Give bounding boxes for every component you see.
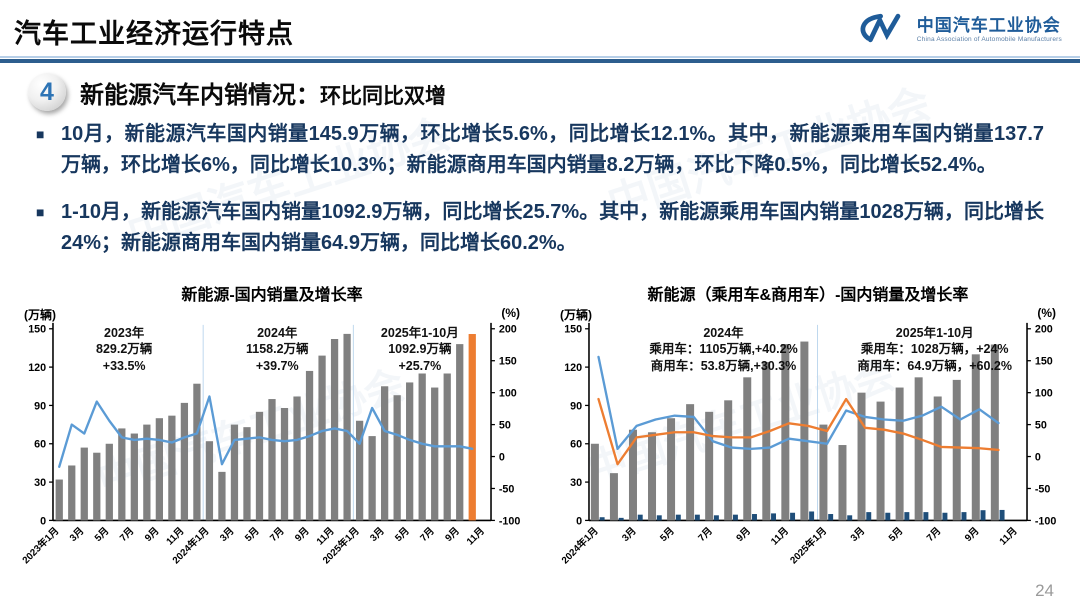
bullet-list: ■ 10月，新能源汽车国内销量145.9万辆，环比增长5.6%，同比增长12.1%… [0, 113, 1080, 259]
svg-text:5月: 5月 [393, 525, 412, 544]
svg-text:90: 90 [34, 400, 46, 412]
svg-text:100: 100 [1035, 388, 1053, 400]
bullet-text: 1-10月，新能源汽车国内销量1092.9万辆，同比增长25.7%。其中，新能源… [61, 201, 1044, 254]
caam-logo-mark-icon [857, 10, 909, 51]
chart-annotation: 2024年 乘用车：1105万辆,+40.2% 商用车：53.8万辆,+30.3% [649, 326, 798, 373]
chart-canvas: 0 30 60 90 120 150 -100 -50 0 50 100 150 200 2024年1月 3… [558, 322, 1057, 566]
svg-text:120: 120 [564, 362, 582, 374]
bullet-square-icon: ■ [36, 204, 45, 220]
left-axis-unit-label: (万辆) [560, 308, 592, 322]
svg-text:3月: 3月 [217, 525, 236, 544]
svg-text:11月: 11月 [314, 525, 337, 548]
svg-text:150: 150 [564, 324, 582, 336]
chart-title: 新能源-国内销量及增长率 [181, 287, 363, 304]
svg-text:5月: 5月 [658, 525, 677, 544]
section-subtitle: 环比同比双增 [320, 84, 446, 108]
svg-text:7月: 7月 [696, 525, 715, 544]
svg-text:5月: 5月 [886, 525, 905, 544]
svg-text:3月: 3月 [848, 525, 867, 544]
caam-logo-text: 中国汽车工业协会 China Association of Automobile… [917, 17, 1062, 44]
header-divider-dark [0, 59, 1080, 63]
svg-text:9月: 9月 [443, 525, 462, 544]
svg-text:-100: -100 [499, 515, 521, 527]
svg-text:200: 200 [1035, 324, 1053, 336]
svg-text:2025年1月: 2025年1月 [787, 524, 829, 566]
svg-text:0: 0 [1035, 451, 1041, 463]
svg-text:120: 120 [28, 362, 46, 374]
svg-text:11月: 11月 [768, 525, 791, 548]
svg-text:-100: -100 [1035, 515, 1057, 527]
svg-text:-50: -50 [499, 483, 515, 495]
chart-canvas-wrap: (万辆) (%) 0 30 60 90 120 150 -100 -50 0 50 100 150 20… [544, 306, 1072, 575]
svg-text:200: 200 [499, 324, 517, 336]
left-axis-unit-label: (万辆) [24, 308, 56, 322]
svg-text:30: 30 [570, 477, 582, 489]
svg-text:60: 60 [570, 439, 582, 451]
section-title: 新能源汽车内销情况： [80, 81, 320, 109]
chart-canvas: 0 30 60 90 120 150 -100 -50 0 50 100 150 200 2023年1月 3… [19, 322, 521, 566]
page-title: 汽车工业经济运行特点 [14, 19, 294, 49]
page-number: 24 [1035, 581, 1054, 600]
svg-text:-50: -50 [1035, 483, 1051, 495]
svg-text:0: 0 [576, 515, 582, 527]
chart-title: 新能源（乘用车&商用车）-国内销量及增长率 [647, 287, 969, 304]
svg-text:150: 150 [28, 324, 46, 336]
svg-text:100: 100 [499, 388, 517, 400]
bullet-item: ■ 10月，新能源汽车国内销量145.9万辆，环比增长5.6%，同比增长12.1%… [34, 119, 1044, 181]
chart-annotation: 2023年 829.2万辆 +33.5% [96, 326, 153, 373]
svg-text:9月: 9月 [292, 525, 311, 544]
right-axis-unit-label: (%) [501, 306, 520, 320]
slide-header: 汽车工业经济运行特点 中国汽车工业协会 China Association of… [0, 0, 1080, 56]
bullet-text: 10月，新能源汽车国内销量145.9万辆，环比增长5.6%，同比增长12.1%。… [61, 123, 1044, 176]
svg-text:3月: 3月 [67, 525, 86, 544]
chart-annotation: 2025年1-10月 1092.9万辆 +25.7% [380, 326, 459, 373]
right-axis-unit-label: (%) [1037, 306, 1056, 320]
svg-text:7月: 7月 [117, 525, 136, 544]
chart-canvas-wrap: (万辆) (%) 0 30 60 90 120 150 -100 -50 0 50 100 150 20… [8, 306, 536, 575]
svg-text:60: 60 [34, 439, 46, 451]
header-divider-gap [0, 58, 1080, 59]
svg-text:11月: 11月 [997, 525, 1020, 548]
svg-text:9月: 9月 [734, 525, 753, 544]
header-divider-light [0, 56, 1080, 58]
caam-logo-name-cn: 中国汽车工业协会 [916, 16, 1061, 36]
bullet-item: ■ 1-10月，新能源汽车国内销量1092.9万辆，同比增长25.7%。其中，新能… [34, 197, 1044, 259]
caam-logo-name-en: China Association of Automobile Manufact… [916, 36, 1062, 44]
caam-logo: 中国汽车工业协会 China Association of Automobile… [857, 10, 1062, 51]
svg-text:0: 0 [40, 515, 46, 527]
section-heading: 4 新能源汽车内销情况：环比同比双增 [0, 63, 1080, 113]
chart-nev-total: 新能源-国内销量及增长率 (万辆) (%) 0 30 60 90 120 150 -100 -… [8, 279, 536, 575]
svg-text:11月: 11月 [164, 525, 187, 548]
chart-annotation: 2025年1-10月 乘用车：1028万辆，+24% 商用车：64.9万辆，+60.… [857, 326, 1013, 373]
svg-text:5月: 5月 [92, 525, 111, 544]
svg-text:90: 90 [570, 400, 582, 412]
svg-text:150: 150 [499, 356, 517, 368]
charts-row: 新能源-国内销量及增长率 (万辆) (%) 0 30 60 90 120 150 -100 -… [0, 275, 1080, 575]
bullet-square-icon: ■ [36, 126, 45, 142]
svg-text:3月: 3月 [368, 525, 387, 544]
chart-annotation: 2024年 1158.2万辆 +39.7% [245, 326, 309, 373]
svg-text:3月: 3月 [619, 525, 638, 544]
svg-text:2024年1月: 2024年1月 [558, 524, 600, 566]
svg-text:11月: 11月 [464, 525, 487, 548]
svg-text:50: 50 [1035, 420, 1047, 432]
chart-nev-pv-cv: 新能源（乘用车&商用车）-国内销量及增长率 (万辆) (%) 0 30 60 90 12… [544, 279, 1072, 575]
svg-text:7月: 7月 [267, 525, 286, 544]
svg-text:150: 150 [1035, 356, 1053, 368]
svg-text:50: 50 [499, 420, 511, 432]
svg-text:9月: 9月 [142, 525, 161, 544]
svg-text:9月: 9月 [962, 525, 981, 544]
svg-text:2023年1月: 2023年1月 [19, 524, 61, 566]
svg-text:7月: 7月 [418, 525, 437, 544]
section-number-badge: 4 [28, 73, 66, 111]
svg-text:7月: 7月 [924, 525, 943, 544]
svg-text:0: 0 [499, 451, 505, 463]
svg-text:30: 30 [34, 477, 46, 489]
svg-text:5月: 5月 [242, 525, 261, 544]
